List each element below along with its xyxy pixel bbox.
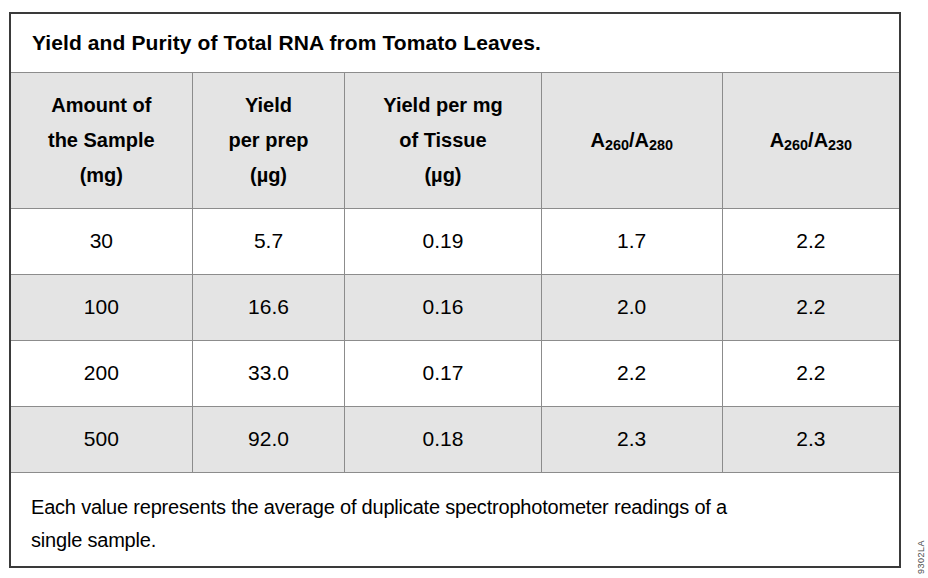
cell-yield-per-mg: 0.19 — [345, 208, 541, 274]
cell-a260-a280: 1.7 — [541, 208, 722, 274]
cell-amount: 100 — [11, 274, 192, 340]
col-header-a260-a230: A260/A230 — [722, 72, 899, 208]
col-header-amount-of-sample: Amount of the Sample (mg) — [11, 72, 192, 208]
table-title: Yield and Purity of Total RNA from Tomat… — [11, 14, 899, 72]
footnote-row: Each value represents the average of dup… — [11, 472, 899, 566]
cell-yield-per-prep: 5.7 — [192, 208, 345, 274]
cell-amount: 30 — [11, 208, 192, 274]
ratio-base: A — [590, 129, 604, 151]
figure-page: Yield and Purity of Total RNA from Tomat… — [0, 0, 928, 578]
cell-yield-per-prep: 33.0 — [192, 340, 345, 406]
cell-a260-a230: 2.2 — [722, 208, 899, 274]
ratio-subscript: 260 — [605, 137, 629, 153]
cell-a260-a280: 2.0 — [541, 274, 722, 340]
ratio-subscript: 280 — [649, 137, 673, 153]
cell-amount: 200 — [11, 340, 192, 406]
cell-yield-per-mg: 0.17 — [345, 340, 541, 406]
cell-a260-a230: 2.2 — [722, 340, 899, 406]
col-header-a260-a280: A260/A280 — [541, 72, 722, 208]
title-row: Yield and Purity of Total RNA from Tomat… — [11, 14, 899, 72]
cell-yield-per-mg: 0.18 — [345, 406, 541, 472]
table-frame: Yield and Purity of Total RNA from Tomat… — [9, 12, 901, 568]
cell-yield-per-prep: 92.0 — [192, 406, 345, 472]
cell-amount: 500 — [11, 406, 192, 472]
figure-id-watermark: 9302LA — [916, 540, 926, 574]
cell-a260-a280: 2.2 — [541, 340, 722, 406]
table-row-100mg: 100 16.6 0.16 2.0 2.2 — [11, 274, 899, 340]
ratio-base: /A — [629, 129, 649, 151]
cell-a260-a280: 2.3 — [541, 406, 722, 472]
ratio-subscript: 230 — [828, 137, 852, 153]
ratio-base: /A — [808, 129, 828, 151]
table-row-30mg: 30 5.7 0.19 1.7 2.2 — [11, 208, 899, 274]
rna-yield-purity-table: Yield and Purity of Total RNA from Tomat… — [11, 14, 899, 566]
table-footnote: Each value represents the average of dup… — [11, 472, 899, 566]
ratio-subscript: 260 — [784, 137, 808, 153]
ratio-base: A — [770, 129, 784, 151]
table-row-200mg: 200 33.0 0.17 2.2 2.2 — [11, 340, 899, 406]
cell-a260-a230: 2.2 — [722, 274, 899, 340]
cell-yield-per-mg: 0.16 — [345, 274, 541, 340]
table-row-500mg: 500 92.0 0.18 2.3 2.3 — [11, 406, 899, 472]
col-header-yield-per-prep: Yield per prep (µg) — [192, 72, 345, 208]
col-header-yield-per-mg-tissue: Yield per mg of Tissue (µg) — [345, 72, 541, 208]
cell-yield-per-prep: 16.6 — [192, 274, 345, 340]
header-row: Amount of the Sample (mg) Yield per prep… — [11, 72, 899, 208]
cell-a260-a230: 2.3 — [722, 406, 899, 472]
